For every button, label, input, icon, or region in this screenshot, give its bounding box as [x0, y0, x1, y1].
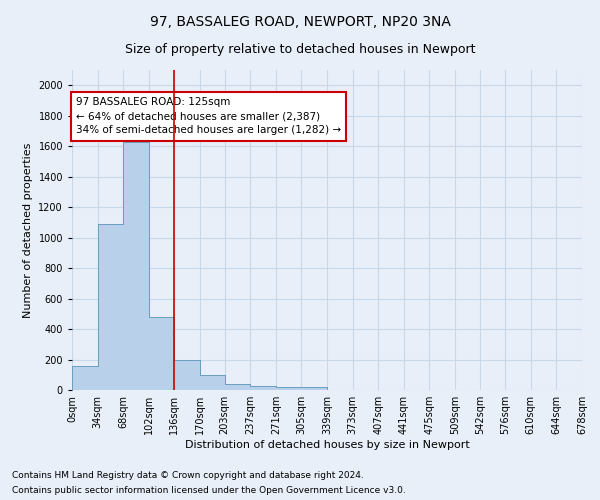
Text: 97, BASSALEG ROAD, NEWPORT, NP20 3NA: 97, BASSALEG ROAD, NEWPORT, NP20 3NA — [149, 15, 451, 29]
X-axis label: Distribution of detached houses by size in Newport: Distribution of detached houses by size … — [185, 440, 469, 450]
Text: Size of property relative to detached houses in Newport: Size of property relative to detached ho… — [125, 42, 475, 56]
Text: Contains public sector information licensed under the Open Government Licence v3: Contains public sector information licen… — [12, 486, 406, 495]
Text: Contains HM Land Registry data © Crown copyright and database right 2024.: Contains HM Land Registry data © Crown c… — [12, 471, 364, 480]
Y-axis label: Number of detached properties: Number of detached properties — [23, 142, 33, 318]
Text: 97 BASSALEG ROAD: 125sqm
← 64% of detached houses are smaller (2,387)
34% of sem: 97 BASSALEG ROAD: 125sqm ← 64% of detach… — [76, 98, 341, 136]
